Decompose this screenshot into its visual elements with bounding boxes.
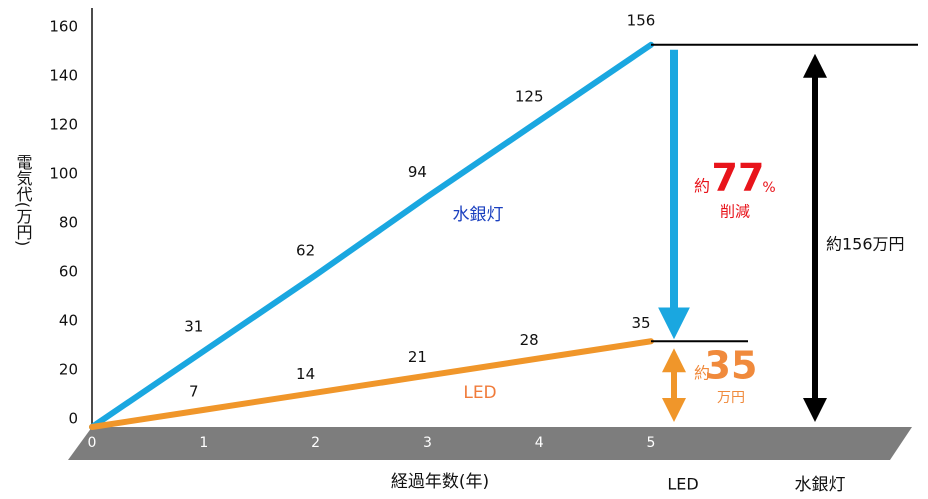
reduction-label: 削減 [720, 203, 750, 221]
x-tick-label: 1 [199, 435, 208, 451]
data-label: 94 [408, 163, 427, 181]
y-axis-label: 電気代(万円) [14, 154, 33, 246]
x-tick-label: 2 [311, 435, 320, 451]
y-tick-label: 40 [59, 312, 78, 330]
data-label: 14 [296, 365, 315, 383]
y-tick-label: 20 [59, 361, 78, 379]
led-total-unit: 万円 [717, 390, 745, 406]
data-label: 62 [296, 242, 315, 260]
x-tick-label: 5 [647, 435, 656, 451]
series-label: 水銀灯 [453, 205, 504, 225]
comparison-label: 水銀灯 [795, 475, 846, 495]
y-tick-label: 0 [68, 410, 78, 428]
x-tick-label: 4 [535, 435, 544, 451]
series-line [89, 338, 654, 430]
data-label: 7 [189, 382, 199, 400]
y-tick-label: 160 [49, 18, 78, 36]
series-label: LED [463, 383, 496, 403]
data-label: 35 [631, 314, 650, 332]
y-tick-label: 100 [49, 165, 78, 183]
data-label: 125 [515, 87, 544, 105]
data-label: 28 [520, 331, 539, 349]
comparison-label: LED [667, 475, 698, 494]
data-label: 21 [408, 348, 427, 366]
data-label: 156 [627, 11, 656, 29]
y-tick-label: 60 [59, 263, 78, 281]
x-tick-label: 0 [88, 435, 97, 451]
x-tick-label: 3 [423, 435, 432, 451]
led-total-value: 35 [705, 344, 758, 388]
series-line [89, 41, 654, 430]
y-tick-label: 120 [49, 116, 78, 134]
reduction-value: 77 [712, 156, 765, 200]
reduction-unit: % [762, 180, 775, 196]
reduction-prefix: 約 [694, 177, 710, 196]
x-axis-label: 経過年数(年) [391, 472, 489, 492]
ground [68, 427, 912, 460]
y-tick-label: 80 [59, 214, 78, 232]
led-total-prefix: 約 [694, 364, 710, 383]
y-tick-label: 140 [49, 67, 78, 85]
data-label: 31 [184, 318, 203, 336]
mercury-total: 約156万円 [826, 235, 905, 254]
